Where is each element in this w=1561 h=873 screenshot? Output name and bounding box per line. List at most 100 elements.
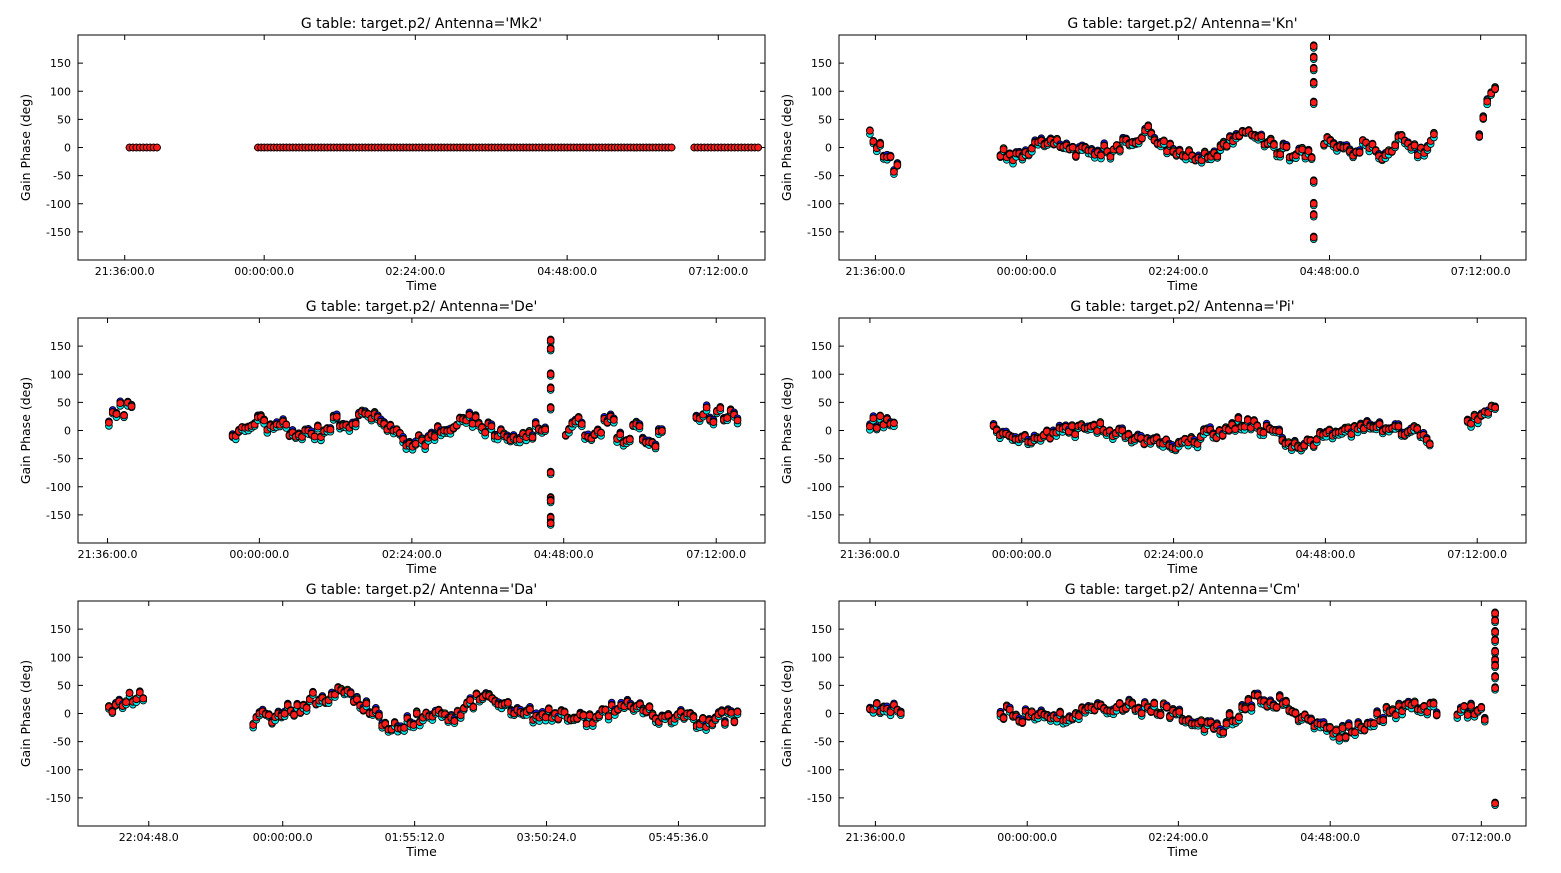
data-point bbox=[1332, 726, 1341, 735]
data-point bbox=[1075, 712, 1083, 720]
x-tick-label: 00:00:00.0 bbox=[253, 831, 313, 844]
panel-kn: G table: target.p2/ Antenna='Kn' 150 100 50… bbox=[761, 8, 1541, 299]
y-tick-label: -100 bbox=[46, 764, 71, 777]
data-point bbox=[1491, 85, 1499, 93]
x-axis-label: Time bbox=[405, 278, 437, 293]
chart-title: G table: target.p2/ Antenna='Pi' bbox=[1070, 299, 1294, 315]
data-point bbox=[332, 413, 341, 421]
data-point bbox=[314, 422, 322, 431]
data-point bbox=[105, 418, 113, 427]
data-point bbox=[733, 708, 742, 716]
data-point bbox=[579, 711, 588, 720]
data-point bbox=[1491, 673, 1499, 681]
data-point bbox=[1391, 141, 1399, 150]
data-point bbox=[108, 708, 117, 716]
data-point bbox=[302, 704, 311, 712]
data-point bbox=[886, 152, 895, 161]
x-tick-label: 00:00:00.0 bbox=[234, 265, 294, 278]
data-point bbox=[1071, 430, 1079, 439]
data-point bbox=[546, 370, 555, 379]
x-tick-label: 07:12:00.0 bbox=[1447, 548, 1507, 561]
chart-mk2: G table: target.p2/ Antenna='Mk2' 150 100 5… bbox=[18, 16, 766, 293]
data-point bbox=[890, 419, 898, 428]
x-tick-label: 07:12:00.0 bbox=[1451, 831, 1511, 844]
chart-title: G table: target.p2/ Antenna='Mk2' bbox=[301, 16, 542, 32]
chart-title: G table: target.p2/ Antenna='De' bbox=[306, 299, 538, 315]
data-point bbox=[1282, 698, 1290, 706]
data-point bbox=[545, 705, 553, 714]
data-point bbox=[577, 420, 586, 428]
x-tick-label: 07:12:00.0 bbox=[686, 548, 746, 561]
data-point bbox=[1150, 699, 1159, 708]
data-point bbox=[897, 709, 905, 718]
panel-cm: G table: target.p2/ Antenna='Cm' 150 100 50… bbox=[761, 574, 1541, 865]
data-point bbox=[309, 689, 317, 697]
y-tick-label: -100 bbox=[807, 198, 832, 211]
y-tick-label: 0 bbox=[64, 142, 71, 155]
data-point bbox=[481, 428, 489, 437]
data-point bbox=[1373, 709, 1381, 718]
x-tick-label: 02:24:00.0 bbox=[385, 265, 445, 278]
panel-pi: G table: target.p2/ Antenna='Pi' 150 100 50… bbox=[761, 291, 1541, 582]
y-tick-label: 50 bbox=[818, 396, 832, 409]
data-point bbox=[1309, 64, 1318, 73]
data-point bbox=[139, 694, 148, 703]
y-tick-label: 0 bbox=[825, 425, 832, 438]
data-point bbox=[1072, 152, 1080, 160]
data-point bbox=[733, 416, 742, 425]
data-point bbox=[626, 435, 634, 444]
data-point bbox=[890, 168, 898, 176]
y-tick-label: 50 bbox=[57, 113, 71, 126]
data-point bbox=[893, 161, 902, 169]
y-tick-label: -150 bbox=[807, 792, 832, 805]
y-axis-label: Gain Phase (deg) bbox=[18, 94, 33, 201]
data-point bbox=[120, 411, 128, 420]
y-tick-label: 0 bbox=[825, 708, 832, 721]
data-point bbox=[290, 711, 298, 719]
y-tick-label: 100 bbox=[811, 368, 832, 381]
data-point bbox=[1137, 709, 1146, 718]
data-point bbox=[1410, 141, 1419, 150]
data-point bbox=[1491, 661, 1499, 670]
data-point bbox=[689, 713, 698, 722]
data-point bbox=[1432, 711, 1441, 719]
data-point bbox=[546, 345, 555, 353]
chart-da: G table: target.p2/ Antenna='Da' 150 100 50… bbox=[18, 582, 766, 859]
y-tick-label: 100 bbox=[50, 368, 71, 381]
data-point bbox=[1309, 177, 1318, 186]
data-point bbox=[1309, 53, 1318, 62]
y-tick-label: 150 bbox=[811, 623, 832, 636]
data-point bbox=[730, 717, 739, 726]
y-tick-label: 0 bbox=[64, 708, 71, 721]
data-point bbox=[1341, 733, 1350, 741]
data-point bbox=[1491, 647, 1499, 656]
x-axis-label: Time bbox=[405, 844, 437, 859]
data-point bbox=[1309, 199, 1318, 208]
data-points bbox=[866, 41, 1499, 243]
data-point bbox=[716, 404, 725, 413]
data-point bbox=[1491, 636, 1499, 645]
x-tick-label: 00:00:00.0 bbox=[229, 548, 289, 561]
data-point bbox=[282, 420, 291, 429]
data-point bbox=[375, 711, 383, 720]
data-point bbox=[1068, 143, 1077, 152]
x-tick-label: 02:24:00.0 bbox=[1148, 265, 1208, 278]
x-tick-label: 04:48:00.0 bbox=[537, 265, 597, 278]
chart-de: G table: target.p2/ Antenna='De' 150 100 50… bbox=[18, 299, 766, 576]
data-point bbox=[1379, 716, 1388, 725]
y-tick-label: 100 bbox=[50, 85, 71, 98]
data-point bbox=[541, 425, 549, 434]
data-point bbox=[1275, 427, 1283, 436]
panel-da: G table: target.p2/ Antenna='Da' 150 100 50… bbox=[0, 574, 780, 865]
x-tick-label: 02:24:00.0 bbox=[1144, 548, 1204, 561]
data-point bbox=[1259, 428, 1268, 437]
data-point bbox=[1219, 728, 1228, 737]
data-point bbox=[1304, 147, 1313, 155]
data-point bbox=[1338, 724, 1347, 732]
data-points bbox=[105, 335, 742, 529]
y-tick-label: -100 bbox=[807, 764, 832, 777]
data-point bbox=[450, 717, 459, 725]
y-axis-label: Gain Phase (deg) bbox=[18, 660, 33, 767]
data-point bbox=[616, 430, 625, 439]
y-tick-label: 50 bbox=[818, 113, 832, 126]
